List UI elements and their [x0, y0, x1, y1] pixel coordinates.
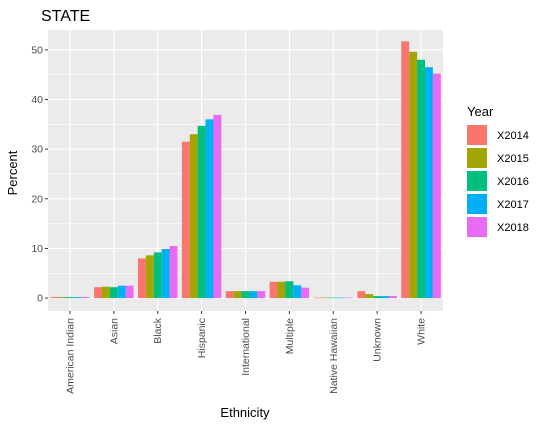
bar-x2017 [73, 297, 82, 299]
x-tick-label: Black [152, 317, 164, 343]
bar-x2018 [345, 297, 354, 299]
legend-swatch [467, 148, 487, 168]
bar-x2014 [313, 297, 322, 299]
bar-x2016 [153, 252, 162, 299]
legend-label: X2017 [497, 199, 529, 211]
legend-label: X2018 [497, 222, 529, 234]
legend-swatch [467, 171, 487, 191]
bar-x2018 [213, 114, 222, 299]
bar-x2018 [432, 73, 441, 299]
legend-label: X2016 [497, 176, 529, 188]
x-tick-label: White [416, 318, 428, 345]
x-tick-label: American Indian [64, 318, 76, 394]
bar-x2016 [65, 297, 74, 299]
legend-title: Year [467, 104, 494, 119]
bar-x2015 [365, 294, 374, 299]
bar-x2017 [205, 119, 214, 299]
x-tick-label: Hispanic [196, 318, 208, 358]
chart-title: STATE [41, 8, 90, 25]
bars [50, 41, 441, 299]
legend-swatch [467, 194, 487, 214]
y-tick-label: 30 [31, 144, 43, 156]
x-tick-label: Native Hawaiian [328, 318, 340, 394]
bar-x2014 [225, 291, 234, 299]
bar-x2014 [94, 287, 102, 299]
x-axis: American Indian Asian Black Hispanic Interna… [64, 311, 428, 394]
bar-x2015 [58, 297, 66, 299]
bar-x2018 [169, 245, 178, 299]
bar-x2016 [329, 297, 338, 299]
y-tick-label: 10 [31, 243, 43, 255]
x-tick-label: Unknown [372, 318, 384, 362]
bar-x2014 [269, 281, 278, 299]
legend-label: X2015 [497, 153, 529, 165]
bar-x2015 [145, 255, 154, 299]
x-tick-label: Asian [108, 318, 120, 344]
bar-x2016 [197, 125, 206, 299]
y-axis: 0 10 20 30 40 50 [31, 44, 48, 305]
bar-x2015 [189, 134, 198, 299]
y-axis-title: Percent [5, 150, 20, 195]
bar-x2015 [233, 291, 242, 299]
bar-x2018 [81, 297, 90, 299]
y-tick-label: 20 [31, 193, 43, 205]
x-tick-label: International [240, 318, 252, 376]
y-tick-label: 0 [37, 293, 43, 305]
bar-x2014 [137, 258, 146, 299]
bar-x2016 [373, 296, 382, 299]
bar-x2015 [321, 297, 330, 299]
bar-x2017 [293, 285, 302, 299]
bar-x2015 [101, 286, 110, 299]
legend-swatch [467, 217, 487, 237]
bar-x2018 [257, 291, 266, 299]
bar-x2017 [249, 291, 258, 299]
bar-x2017 [381, 296, 390, 299]
bar-x2016 [109, 287, 118, 299]
bar-x2015 [277, 281, 286, 299]
bar-x2015 [409, 51, 418, 299]
bar-x2014 [181, 141, 190, 299]
legend-swatch [467, 125, 487, 145]
bar-x2016 [241, 291, 250, 299]
bar-x2014 [401, 41, 410, 299]
bar-x2018 [125, 285, 134, 299]
x-axis-title: Ethnicity [220, 405, 270, 420]
bar-x2017 [425, 67, 433, 299]
legend: Year X2014 X2015 X2016 X2017 X2018 [467, 104, 529, 237]
bar-x2017 [337, 297, 346, 299]
bar-x2018 [389, 296, 397, 299]
bar-x2014 [50, 297, 59, 299]
bar-x2016 [285, 281, 294, 299]
y-tick-label: 40 [31, 94, 43, 106]
bar-x2018 [301, 287, 310, 299]
x-tick-label: Multiple [284, 318, 296, 354]
bar-x2014 [357, 291, 366, 299]
bar-x2016 [417, 59, 426, 299]
legend-label: X2014 [497, 130, 529, 142]
bar-x2017 [161, 248, 170, 299]
y-tick-label: 50 [31, 44, 43, 56]
bar-x2017 [117, 285, 126, 299]
